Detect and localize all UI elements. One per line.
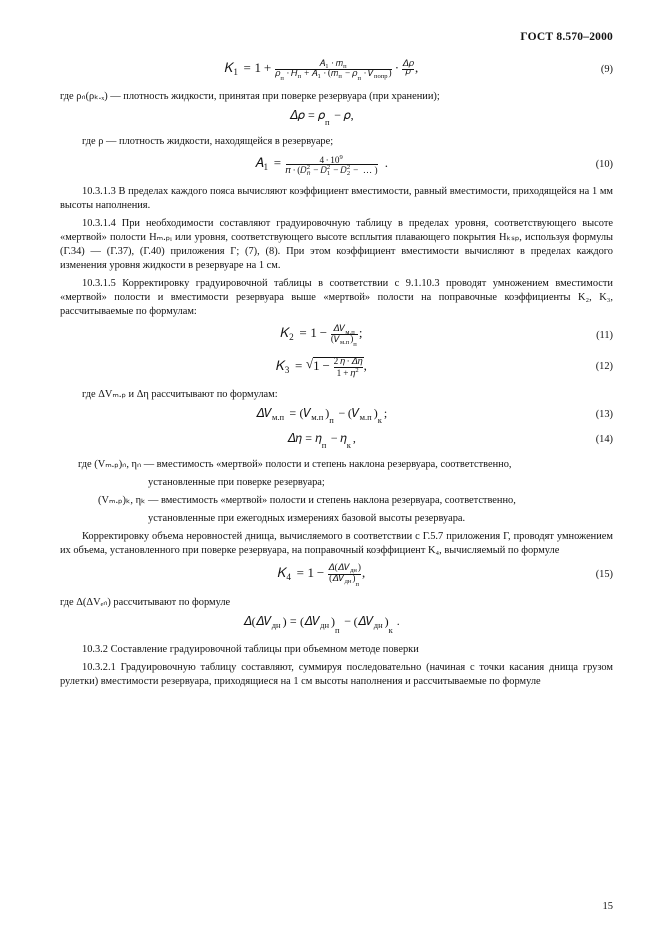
equation-9: K1=1+ A1·mп ρп·Hп+A1·(mп−ρп·Vпопр) · Δρρ… — [60, 60, 585, 80]
where-line-2b: установленные при ежегодных измерениях б… — [148, 512, 613, 526]
equation-10: A1= 4·109 π·( Dn2− D12− D22−… ) . — [60, 155, 585, 175]
page-container: ГОСТ 8.570–2000 K1=1+ A1·mп ρп·Hп+A1·(mп… — [0, 0, 661, 936]
where-line-2a: (Vₘ.ₚ)ₖ, ηₖ — вместимость «мертвой» поло… — [78, 494, 613, 508]
para-10-3-1-3: 10.3.1.3 В пределах каждого пояса вычисл… — [60, 185, 613, 213]
para-10-3-2-1: 10.3.2.1 Градуировочную таблицу составля… — [60, 661, 613, 689]
para-correction-volume: Корректировку объема неровностей днища, … — [60, 530, 613, 558]
para-where-dv-deta: где ΔVₘ.ₚ и Δη рассчитывают по формулам: — [60, 388, 613, 402]
equation-15-number: (15) — [585, 568, 613, 582]
para-where-rho: где ρ — плотность жидкости, находящейся … — [60, 135, 613, 149]
equation-10-number: (10) — [585, 158, 613, 172]
equation-13-row: ΔVм.п= (Vм.п)п − (Vм.п)к ; (13) — [60, 408, 613, 423]
equation-14-number: (14) — [585, 433, 613, 447]
where-line-1b: установленные при поверке резервуара; — [148, 476, 613, 490]
doc-header: ГОСТ 8.570–2000 — [60, 30, 613, 46]
equation-12: K3= 1− 2η·Δη 1+η2 , — [60, 356, 585, 378]
equation-11-number: (11) — [585, 329, 613, 343]
equation-15: K4=1− Δ(ΔVдн) (ΔVдн)п , — [60, 564, 585, 586]
equation-9-row: K1=1+ A1·mп ρп·Hп+A1·(mп−ρп·Vпопр) · Δρρ… — [60, 60, 613, 80]
where-line-1a: где (Vₘ.ₚ)ₙ, ηₙ — вместимость «мертвой» … — [78, 458, 613, 472]
equation-12-number: (12) — [585, 360, 613, 374]
page-number: 15 — [603, 900, 614, 914]
equation-15-row: K4=1− Δ(ΔVдн) (ΔVдн)п , (15) — [60, 564, 613, 586]
equation-11: K2=1− ΔVм.п (Vм.п)п ; — [60, 325, 585, 345]
para-where-rho-n: где ρₙ(ρₖ.ₓ) — плотность жидкости, приня… — [60, 90, 613, 104]
para-10-3-1-4: 10.3.1.4 При необходимости составляют гр… — [60, 217, 613, 273]
para-10-3-2: 10.3.2 Составление градуировочной таблиц… — [60, 643, 613, 657]
para-where-ddv: где Δ(ΔVₑₙ) рассчитывают по формуле — [60, 596, 613, 610]
equation-deltarho: Δρ=ρп−ρ, — [60, 110, 585, 125]
equation-deltarho-row: Δρ=ρп−ρ, — [60, 110, 613, 125]
equation-13-number: (13) — [585, 408, 613, 422]
equation-ddv-row: Δ(ΔVдн)= (ΔVдн)п − (ΔVдн)к . — [60, 616, 613, 633]
equation-14: Δη=ηп−ηк, — [60, 433, 585, 448]
where-block: где (Vₘ.ₚ)ₙ, ηₙ — вместимость «мертвой» … — [78, 458, 613, 526]
equation-11-row: K2=1− ΔVм.п (Vм.п)п ; (11) — [60, 325, 613, 345]
equation-13: ΔVм.п= (Vм.п)п − (Vм.п)к ; — [60, 408, 585, 423]
equation-14-row: Δη=ηп−ηк, (14) — [60, 433, 613, 448]
equation-10-row: A1= 4·109 π·( Dn2− D12− D22−… ) . (10) — [60, 155, 613, 175]
equation-ddv: Δ(ΔVдн)= (ΔVдн)п − (ΔVдн)к . — [60, 616, 585, 633]
equation-12-row: K3= 1− 2η·Δη 1+η2 , (12) — [60, 356, 613, 378]
equation-9-number: (9) — [585, 63, 613, 77]
para-10-3-1-5: 10.3.1.5 Корректировку градуировочной та… — [60, 277, 613, 319]
